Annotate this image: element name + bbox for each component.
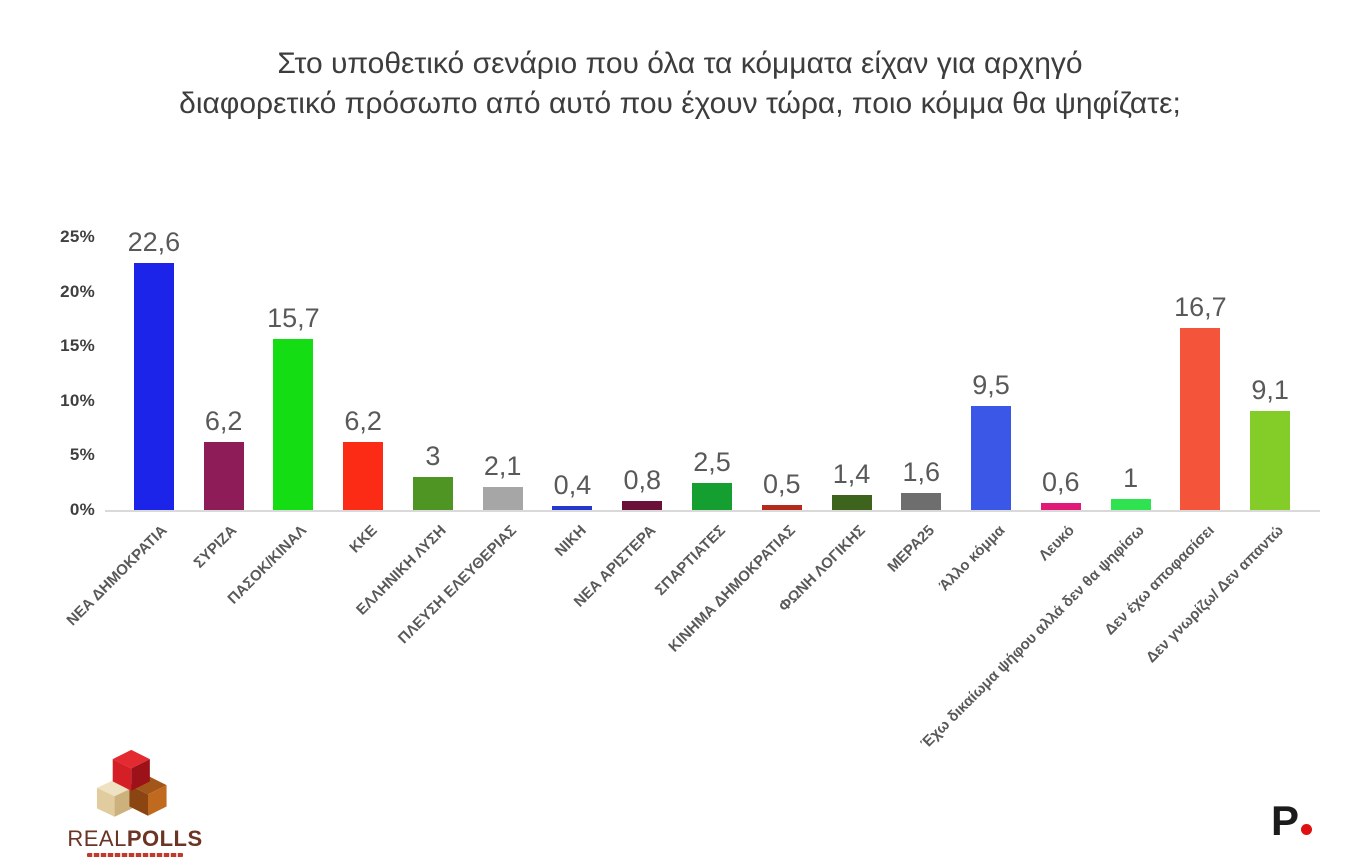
bar-4 [343,442,384,510]
bar-8 [622,501,663,510]
bar-slot: 16,7 [1165,237,1235,510]
bar-15 [1110,499,1151,510]
value-label: 2,5 [693,446,731,477]
bar-7 [552,505,593,510]
x-category-label: ΝΙΚΗ [551,522,590,560]
value-label: 2,1 [483,451,522,482]
realpolls-tagline [87,853,183,857]
chart-title-line2: διαφορετικό πρόσωπο από αυτό που έχουν τ… [179,87,1181,120]
bar-slot: 2,1 [468,237,538,510]
bar-slot: 3 [398,237,468,510]
y-tick-label: 0% [69,500,95,519]
y-tick-label: 5% [69,445,95,465]
bar-slot: 0,5 [747,237,817,510]
red-cube [112,749,150,791]
bar-chart: 25% 20% 15% 10% 5% 0% 22,6 6,2 15,7 6,2 3 2,1 0,4 0,… [60,227,1320,752]
bar-6 [482,487,523,510]
bars: 22,6 6,2 15,7 6,2 3 2,1 0,4 0,8 2,5 0,5 1,4 1,6 9,5 0… [119,227,1305,510]
value-label: 1,6 [902,456,941,487]
brown-cube [129,775,167,816]
value-label: 0,4 [553,469,592,500]
value-label: 3 [425,441,441,472]
value-label: 1,4 [832,458,871,489]
bar-11 [831,494,872,510]
x-category-label: ΣΠΑΡΤΙΑΤΕΣ [652,522,730,599]
chart-title: Στο υποθετικό σενάριο που όλα τα κόμματα… [0,44,1360,124]
bar-16 [1180,327,1221,510]
x-category-label: Λευκό [1035,522,1078,565]
realpolls-word-real: REAL [67,826,127,851]
bar-slot: 1 [1096,237,1166,510]
bar-14 [1040,503,1081,510]
red-dot-icon [1301,824,1312,835]
chart-title-line1: Στο υποθετικό σενάριο που όλα τα κόμματα… [277,47,1083,80]
x-category-label: Άλλο κόμμα [935,522,1009,595]
value-label: 9,5 [972,370,1010,401]
x-category-label: ΣΥΡΙΖΑ [191,522,241,572]
bar-13 [971,406,1012,510]
bar-9 [691,482,732,510]
x-category-label: ΝΕΑ ΔΗΜΟΚΡΑΤΙΑ [63,522,171,630]
value-label: 0,8 [623,465,661,496]
x-category-label: ΜΕΡΑ25 [884,522,939,576]
bar-slot: 0,8 [607,237,677,510]
realpolls-word-polls: POLLS [126,826,203,851]
pronews-logo: P [1271,800,1312,842]
bar-2 [203,442,244,510]
y-axis: 25% 20% 15% 10% 5% 0% [35,227,95,519]
bar-3 [273,338,314,510]
bar-slot: 15,7 [259,237,329,510]
value-label: 6,2 [204,406,243,437]
y-tick-label: 20% [60,281,95,301]
bar-slot: 0,4 [538,237,608,510]
value-label: 0,6 [1042,467,1080,498]
bar-17 [1250,410,1291,510]
bar-slot: 1,6 [886,237,956,510]
bar-5 [412,477,453,510]
bar-12 [901,492,942,510]
y-tick-label: 10% [60,390,95,410]
bar-slot: 9,5 [956,237,1026,510]
x-category-label: ΚΙΝΗΜΑ ΔΗΜΟΚΡΑΤΙΑΣ [665,522,799,656]
value-label: 16,7 [1174,291,1227,322]
pronews-letter: P [1270,797,1299,844]
bar-slot: 22,6 [119,227,189,510]
bar-slot: 0,6 [1026,237,1096,510]
bar-slot: 1,4 [817,237,887,510]
realpolls-wordmark: REALPOLLS [50,828,220,850]
value-label: 0,5 [762,468,801,499]
realpolls-cubes-icon [96,749,167,817]
bar-slot: 6,2 [189,237,259,510]
x-category-label: ΠΛΕΥΣΗ ΕΛΕΥΘΕΡΙΑΣ [394,522,520,648]
value-label: 15,7 [267,302,320,333]
value-label: 9,1 [1251,374,1289,405]
y-tick-label: 15% [60,336,95,356]
value-label: 6,2 [344,406,382,437]
bar-10 [761,504,802,510]
x-category-label: Δεν γνωρίζω/ Δεν απαντώ [1142,522,1288,667]
value-label: 22,6 [127,227,181,258]
bar-1 [133,263,174,510]
x-category-label: ΚΚΕ [345,522,381,557]
realpolls-logo: REALPOLLS [50,748,220,857]
bar-slot: 9,1 [1235,237,1305,510]
plot-area [105,237,1320,512]
cream-cube [96,779,133,817]
value-label: 1 [1123,463,1139,494]
x-axis: ΝΕΑ ΔΗΜΟΚΡΑΤΙΑ ΣΥΡΙΖΑ ΠΑΣΟΚ/ΚΙΝΑΛ ΚΚΕ ΕΛΛΗΝΙ… [64,510,1305,752]
bar-slot: 6,2 [328,237,398,510]
bar-slot: 2,5 [677,237,747,510]
y-tick-label: 25% [60,227,95,246]
